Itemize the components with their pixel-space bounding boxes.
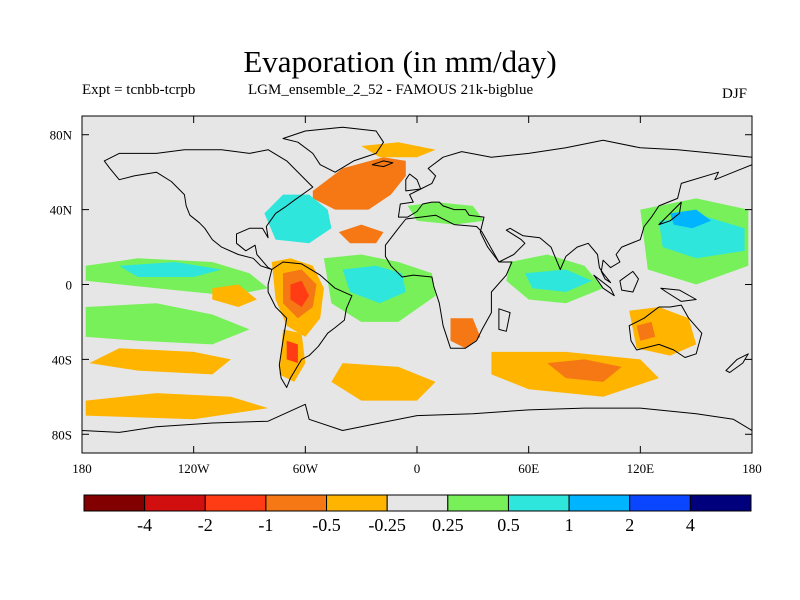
region-n-atlantic-cool-halo bbox=[264, 194, 332, 244]
coastline-japan bbox=[658, 201, 682, 226]
colorbar-swatch-1 bbox=[144, 494, 206, 512]
model-label: LGM_ensemble_2_52 - FAMOUS 21k-bigblue bbox=[248, 82, 534, 98]
colorbar-swatch-5 bbox=[386, 494, 449, 512]
coastline-eurasia bbox=[397, 139, 752, 284]
colorbar-label-5: 0.25 bbox=[432, 515, 464, 535]
coastline-indonesia-borneo bbox=[619, 270, 639, 293]
region-indian-cyan bbox=[524, 269, 592, 292]
coastline-antarctica bbox=[82, 403, 752, 453]
axis-ticks: 80N 40N 0 40S 80S 180 120W 60W 0 60E 120E 180 bbox=[50, 116, 762, 476]
colorbar-label-8: 2 bbox=[625, 515, 634, 535]
region-amazon-max bbox=[290, 280, 310, 307]
y-tick-label-2: 0 bbox=[66, 278, 73, 293]
plot-title: Evaporation (in mm/day) bbox=[243, 44, 557, 79]
region-n-atlantic-halo bbox=[312, 157, 406, 210]
colorbar-label-2: -1 bbox=[258, 515, 273, 535]
y-tick-label-4: 80S bbox=[52, 427, 72, 442]
region-s-africa-orange bbox=[450, 318, 481, 349]
region-australia-core bbox=[636, 321, 656, 341]
region-arctic-orange bbox=[361, 142, 436, 158]
colorbar-label-3: -0.5 bbox=[312, 515, 341, 535]
colorbar-swatch-0 bbox=[83, 494, 146, 512]
coastline-greenland bbox=[282, 126, 384, 173]
coastline-new-zealand bbox=[725, 353, 749, 373]
region-southern-ocean-orange bbox=[85, 393, 269, 420]
colorbar-swatch-4 bbox=[326, 494, 388, 512]
colorbar: -4 -2 -1 -0.5 -0.25 0.25 0.5 1 2 4 bbox=[83, 494, 752, 535]
coastline-sumatra bbox=[593, 274, 615, 297]
colorbar-swatch-3 bbox=[265, 494, 328, 512]
x-tick-label-3: 0 bbox=[414, 461, 421, 476]
coastline-north-america bbox=[103, 149, 314, 270]
region-med-green bbox=[407, 202, 484, 225]
region-kuroshio-blue bbox=[670, 209, 712, 229]
region-subtrop-atl-orange bbox=[338, 224, 384, 244]
contour-regions bbox=[85, 142, 749, 420]
colorbar-swatch-10 bbox=[689, 494, 752, 512]
region-s-pacific-green bbox=[85, 303, 250, 345]
colorbar-swatch-2 bbox=[204, 494, 267, 512]
y-tick-label-0: 80N bbox=[50, 128, 73, 143]
coastlines bbox=[82, 126, 752, 453]
region-e-pacific-orange bbox=[212, 284, 257, 307]
colorbar-label-0: -4 bbox=[137, 515, 152, 535]
coastline-africa bbox=[384, 214, 513, 349]
colorbar-label-1: -2 bbox=[198, 515, 213, 535]
x-tick-label-4: 60E bbox=[518, 461, 539, 476]
colorbar-label-7: 1 bbox=[565, 515, 574, 535]
region-tropical-pacific-cyan bbox=[119, 262, 222, 277]
x-tick-label-5: 120E bbox=[627, 461, 655, 476]
coastline-new-guinea bbox=[660, 287, 697, 302]
colorbar-swatch-7 bbox=[507, 494, 570, 512]
coastline-australia bbox=[628, 304, 703, 358]
x-tick-label-1: 120W bbox=[178, 461, 211, 476]
colorbar-swatch-8 bbox=[568, 494, 631, 512]
experiment-label: Expt = tcnbb-tcrpb bbox=[82, 82, 196, 98]
coastline-british-isles bbox=[405, 173, 422, 192]
colorbar-swatch-6 bbox=[447, 494, 509, 512]
x-tick-label-6: 180 bbox=[742, 461, 762, 476]
x-tick-label-0: 180 bbox=[72, 461, 92, 476]
region-indian-ocean-core bbox=[547, 359, 622, 382]
region-s-atlantic-orange bbox=[331, 363, 436, 401]
colorbar-label-4: -0.25 bbox=[368, 515, 406, 535]
season-label: DJF bbox=[722, 86, 748, 102]
colorbar-label-9: 4 bbox=[686, 515, 695, 535]
y-tick-label-3: 40S bbox=[52, 352, 72, 367]
region-s-pacific-orange bbox=[89, 348, 231, 375]
y-tick-label-1: 40N bbox=[50, 203, 73, 218]
map-panel: 80N 40N 0 40S 80S 180 120W 60W 0 60E 120E 180 bbox=[50, 115, 762, 476]
region-patagonia-core bbox=[286, 340, 298, 364]
region-australia-orange bbox=[629, 307, 697, 356]
region-w-pacific-cyan bbox=[658, 217, 745, 259]
x-tick-label-2: 60W bbox=[293, 461, 319, 476]
coastline-south-america bbox=[267, 261, 353, 388]
coastline-madagascar bbox=[498, 308, 511, 332]
colorbar-swatch-9 bbox=[629, 494, 691, 512]
colorbar-label-6: 0.5 bbox=[497, 515, 520, 535]
coastline-iceland bbox=[371, 160, 394, 168]
region-tropical-atl-cyan bbox=[342, 265, 406, 304]
